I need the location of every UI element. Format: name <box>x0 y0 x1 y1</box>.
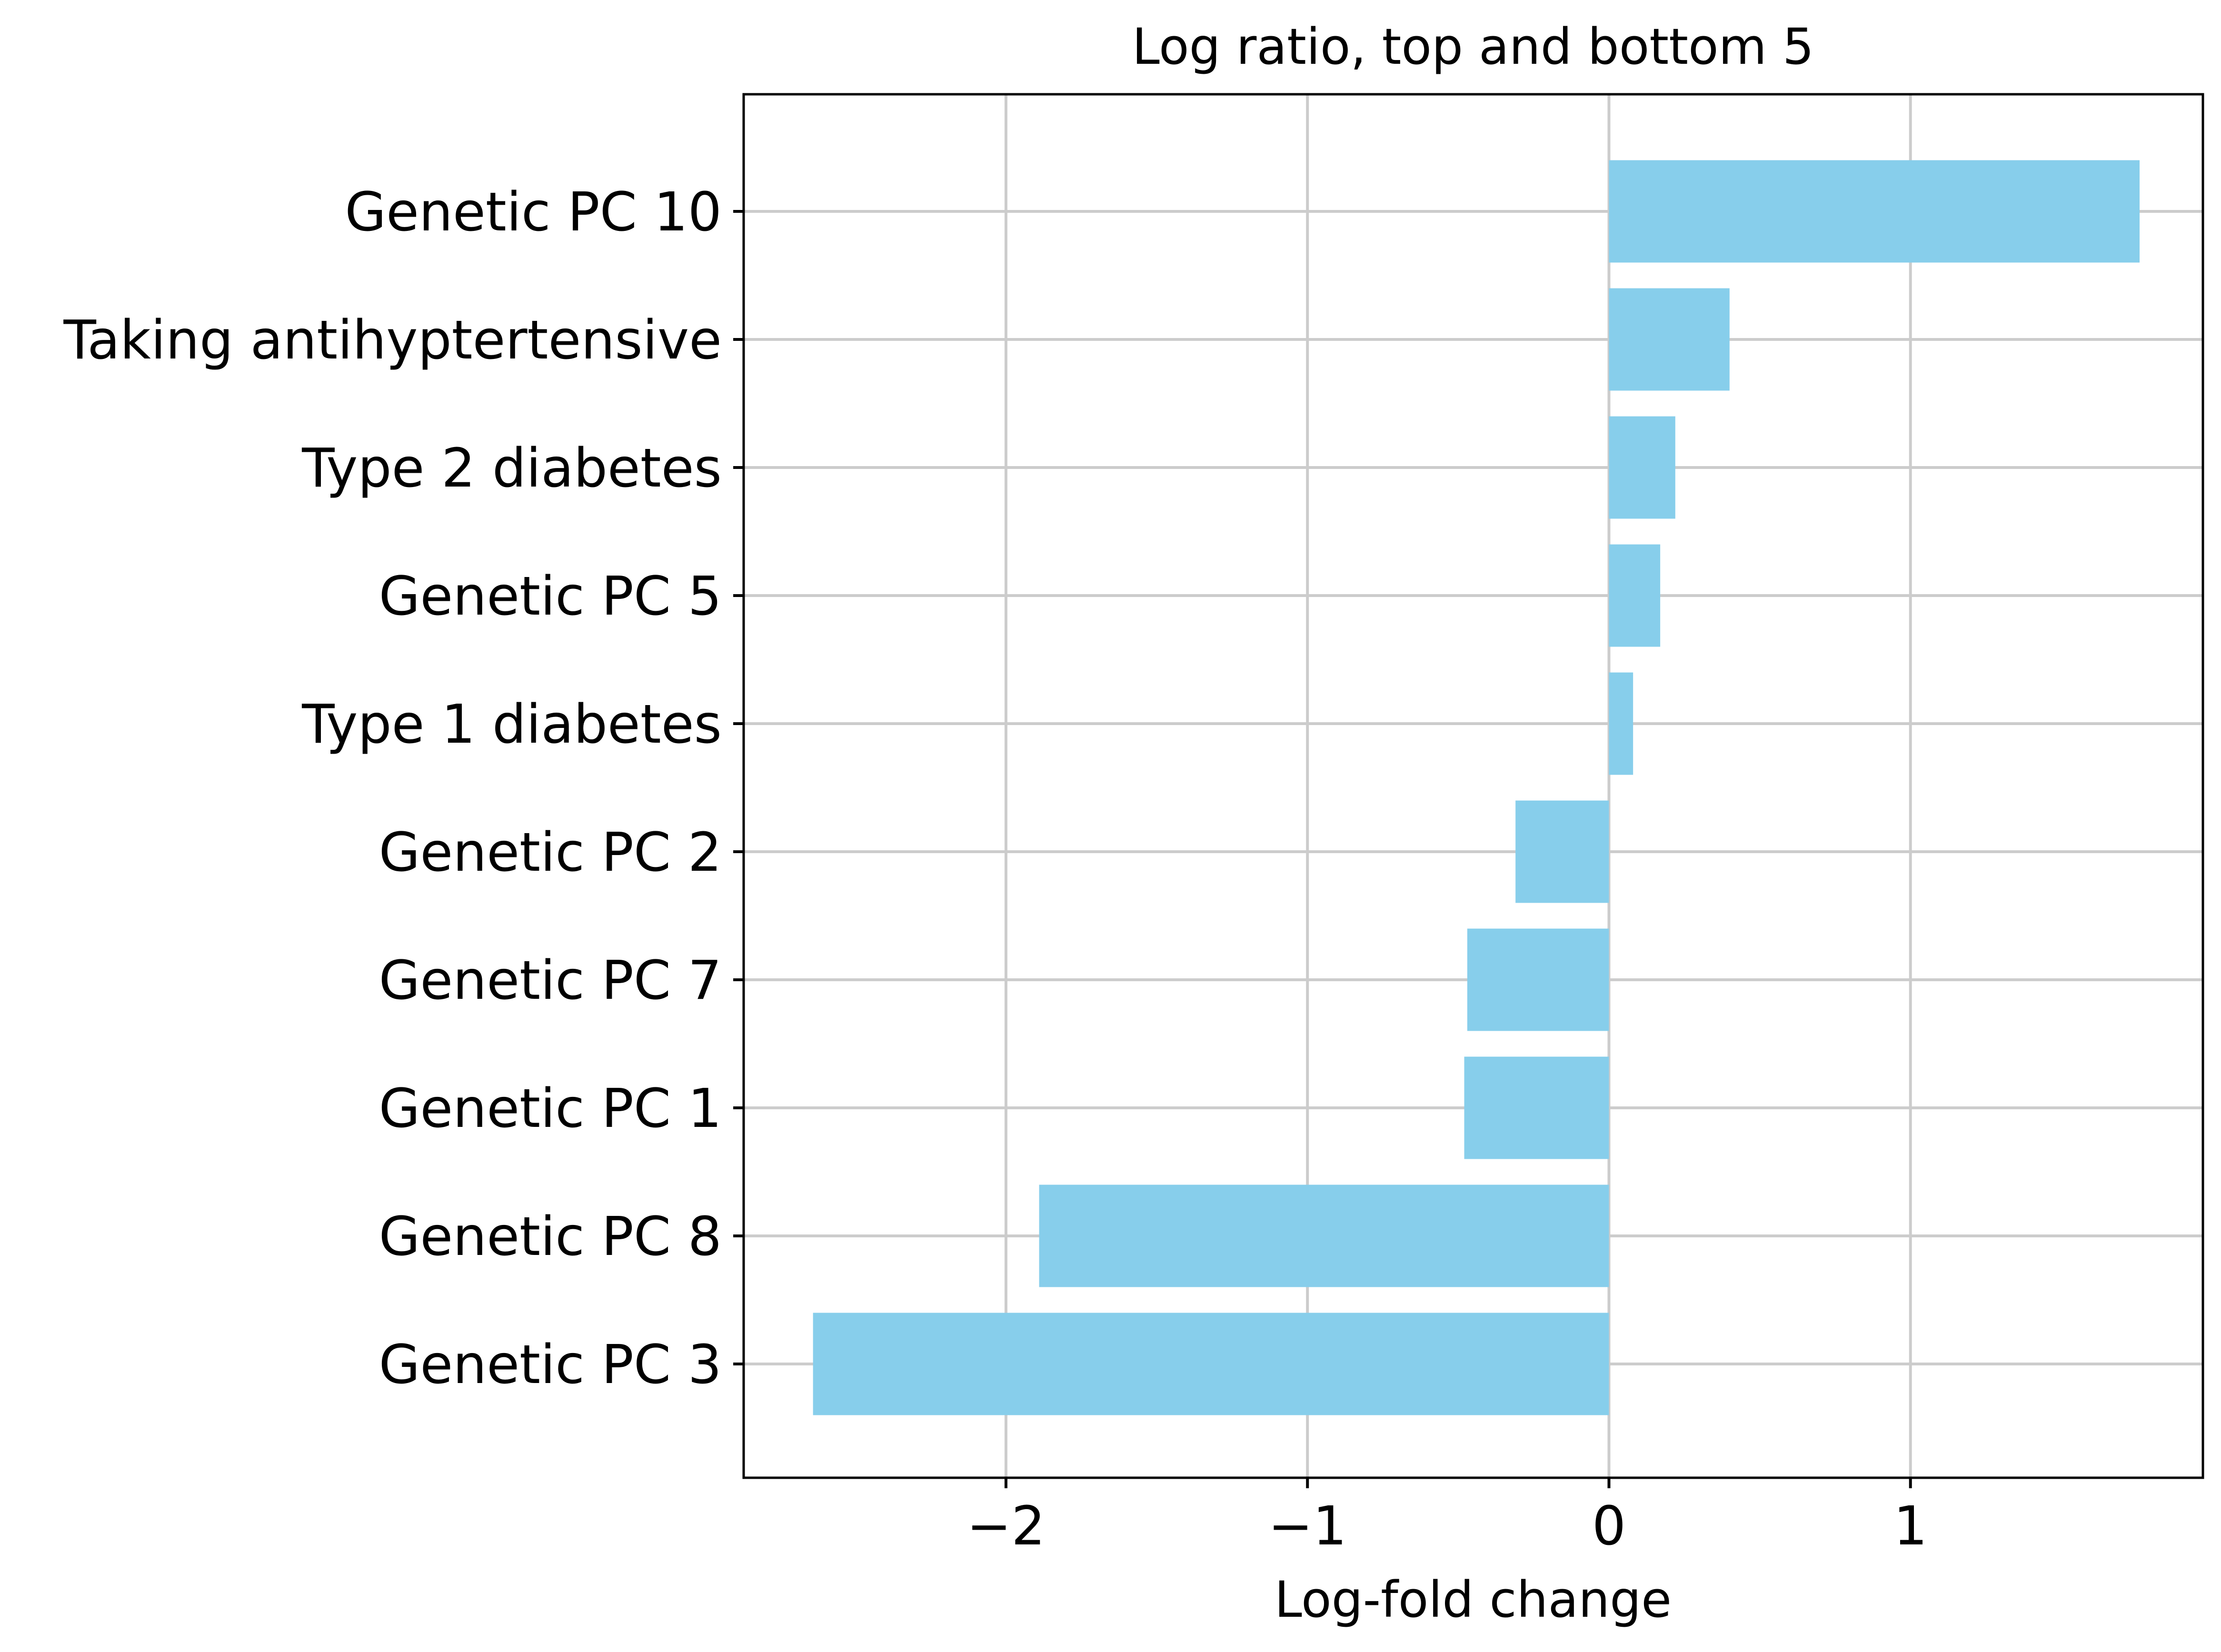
x-tick-label-2: 0 <box>1592 1495 1626 1557</box>
bar-4 <box>1609 672 1633 775</box>
bar-5 <box>1515 800 1609 903</box>
y-axis-ticks: Genetic PC 10 Taking antihyptertensive Typ… <box>63 181 744 1396</box>
bar-6 <box>1467 928 1609 1031</box>
x-axis-label: Log-fold change <box>1275 1571 1672 1629</box>
y-tick-label-9: Genetic PC 3 <box>379 1334 722 1396</box>
bars <box>813 160 2140 1415</box>
chart-title: Log ratio, top and bottom 5 <box>1132 18 1814 76</box>
x-axis-ticks: −2 −1 0 1 <box>966 1478 1927 1557</box>
bar-3 <box>1609 544 1661 647</box>
bar-1 <box>1609 288 1730 391</box>
x-tick-label-0: −2 <box>966 1495 1045 1557</box>
plot-frame <box>742 93 2204 1479</box>
y-tick-label-8: Genetic PC 8 <box>379 1206 722 1268</box>
bar-8 <box>1039 1184 1609 1287</box>
bar-9 <box>813 1313 1609 1415</box>
bar-2 <box>1609 416 1675 519</box>
y-tick-label-1: Taking antihyptertensive <box>63 309 722 371</box>
x-tick-label-1: −1 <box>1268 1495 1347 1557</box>
y-tick-label-2: Type 2 diabetes <box>301 438 722 499</box>
y-tick-label-4: Type 1 diabetes <box>301 694 722 756</box>
y-tick-label-7: Genetic PC 1 <box>379 1078 722 1140</box>
y-tick-label-3: Genetic PC 5 <box>379 566 722 627</box>
y-tick-label-0: Genetic PC 10 <box>345 181 722 243</box>
y-tick-label-5: Genetic PC 2 <box>379 822 722 884</box>
bar-7 <box>1464 1056 1609 1159</box>
bar-0 <box>1609 160 2140 263</box>
x-tick-label-3: 1 <box>1893 1495 1927 1557</box>
y-tick-label-6: Genetic PC 7 <box>379 950 722 1012</box>
